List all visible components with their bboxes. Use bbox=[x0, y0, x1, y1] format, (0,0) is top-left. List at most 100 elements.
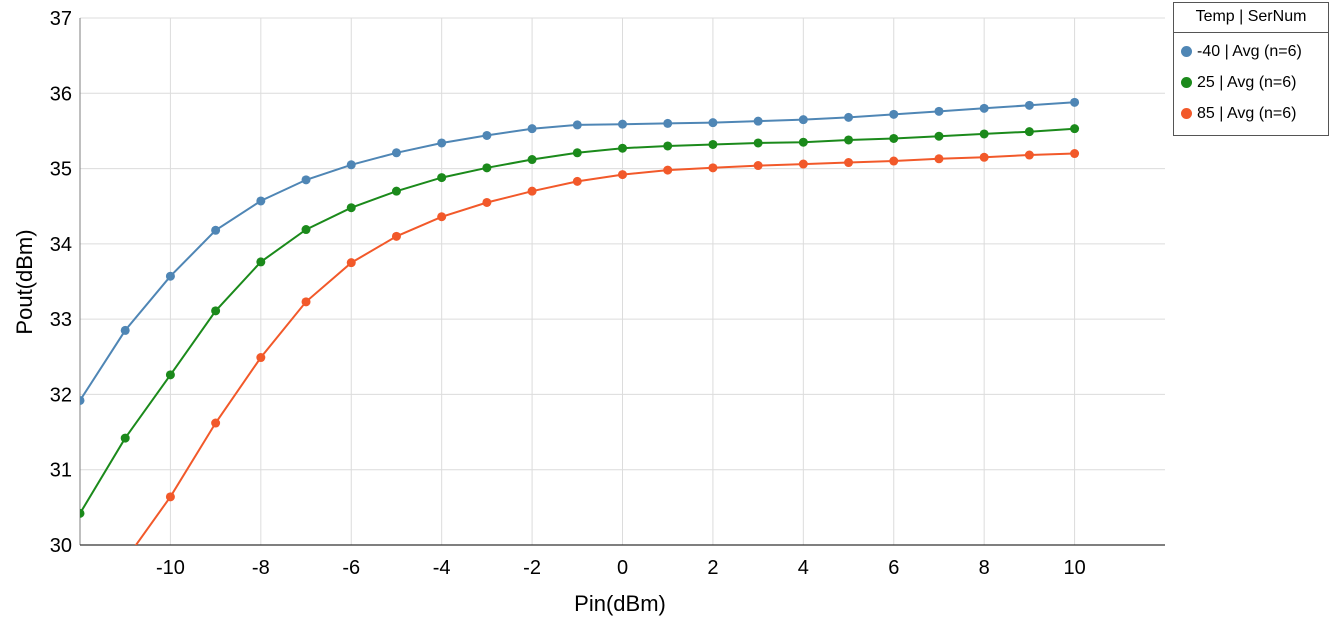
legend-label: -40 | Avg (n=6) bbox=[1197, 42, 1302, 60]
y-tick-label: 34 bbox=[50, 234, 72, 256]
data-point[interactable] bbox=[121, 556, 130, 565]
legend-item[interactable]: 25 | Avg (n=6) bbox=[1174, 67, 1328, 98]
data-point[interactable] bbox=[618, 119, 627, 129]
data-point[interactable] bbox=[346, 160, 356, 170]
data-point[interactable] bbox=[76, 616, 85, 622]
data-point[interactable] bbox=[391, 231, 401, 241]
y-tick-label: 37 bbox=[50, 8, 72, 30]
data-point[interactable] bbox=[708, 139, 718, 149]
data-point[interactable] bbox=[618, 170, 627, 180]
data-point[interactable] bbox=[934, 154, 944, 164]
data-point[interactable] bbox=[1024, 127, 1034, 137]
data-point[interactable] bbox=[1070, 149, 1080, 159]
data-point[interactable] bbox=[76, 395, 85, 405]
series-line bbox=[80, 127, 1075, 514]
data-point[interactable] bbox=[256, 353, 266, 363]
data-point[interactable] bbox=[211, 306, 221, 316]
x-tick-label: -6 bbox=[342, 557, 360, 579]
y-tick-label: 36 bbox=[50, 83, 72, 105]
legend-swatch-icon bbox=[1181, 108, 1192, 119]
series-line bbox=[134, 152, 1075, 545]
data-point[interactable] bbox=[798, 159, 808, 169]
x-tick-label: 6 bbox=[888, 557, 899, 579]
data-point[interactable] bbox=[889, 109, 899, 119]
series-1 bbox=[76, 97, 1080, 405]
data-point[interactable] bbox=[1070, 97, 1080, 107]
data-point[interactable] bbox=[120, 433, 130, 443]
data-point[interactable] bbox=[1024, 150, 1034, 160]
data-point[interactable] bbox=[798, 137, 808, 147]
data-point[interactable] bbox=[256, 196, 266, 206]
data-point[interactable] bbox=[934, 106, 944, 116]
data-point[interactable] bbox=[979, 152, 989, 162]
x-tick-label: 4 bbox=[798, 557, 809, 579]
data-point[interactable] bbox=[527, 186, 537, 196]
data-point[interactable] bbox=[572, 120, 582, 130]
legend-swatch-icon bbox=[1181, 46, 1192, 57]
data-point[interactable] bbox=[301, 175, 311, 185]
x-tick-label: 10 bbox=[1063, 557, 1085, 579]
data-point[interactable] bbox=[1070, 124, 1080, 134]
data-point[interactable] bbox=[391, 148, 401, 158]
data-point[interactable] bbox=[753, 116, 763, 126]
data-point[interactable] bbox=[979, 103, 989, 113]
legend-item[interactable]: -40 | Avg (n=6) bbox=[1174, 36, 1328, 67]
x-tick-label: -2 bbox=[523, 557, 541, 579]
data-point[interactable] bbox=[527, 155, 537, 165]
data-point[interactable] bbox=[663, 118, 673, 128]
data-point[interactable] bbox=[889, 133, 899, 143]
data-point[interactable] bbox=[889, 156, 899, 166]
series-3 bbox=[76, 149, 1080, 622]
data-point[interactable] bbox=[527, 124, 537, 134]
data-point[interactable] bbox=[708, 118, 718, 128]
data-point[interactable] bbox=[165, 370, 175, 380]
data-point[interactable] bbox=[618, 143, 627, 153]
data-point[interactable] bbox=[211, 418, 221, 428]
data-point[interactable] bbox=[437, 138, 447, 148]
data-point[interactable] bbox=[256, 257, 266, 267]
data-point[interactable] bbox=[76, 508, 85, 518]
data-point[interactable] bbox=[753, 138, 763, 148]
data-point[interactable] bbox=[301, 297, 311, 307]
data-point[interactable] bbox=[844, 158, 854, 168]
data-point[interactable] bbox=[482, 197, 492, 207]
legend-title: Temp | SerNum bbox=[1174, 3, 1328, 33]
x-tick-label: 2 bbox=[707, 557, 718, 579]
data-point[interactable] bbox=[572, 176, 582, 186]
y-tick-label: 33 bbox=[50, 309, 72, 331]
y-tick-label: 31 bbox=[50, 460, 72, 482]
data-point[interactable] bbox=[437, 173, 447, 183]
data-point[interactable] bbox=[120, 325, 130, 335]
data-point[interactable] bbox=[798, 115, 808, 125]
data-point[interactable] bbox=[211, 225, 221, 235]
data-point[interactable] bbox=[482, 163, 492, 173]
data-point[interactable] bbox=[753, 161, 763, 171]
x-tick-label: -4 bbox=[433, 557, 451, 579]
data-point[interactable] bbox=[301, 225, 311, 235]
data-point[interactable] bbox=[979, 129, 989, 139]
data-point[interactable] bbox=[165, 271, 175, 281]
data-point[interactable] bbox=[391, 186, 401, 196]
legend-label: 85 | Avg (n=6) bbox=[1197, 104, 1297, 122]
data-point[interactable] bbox=[844, 135, 854, 145]
data-point[interactable] bbox=[663, 141, 673, 151]
data-point[interactable] bbox=[844, 112, 854, 122]
data-point[interactable] bbox=[1024, 100, 1034, 110]
data-point[interactable] bbox=[572, 148, 582, 158]
x-tick-label: -8 bbox=[252, 557, 270, 579]
data-point[interactable] bbox=[346, 203, 356, 213]
data-point[interactable] bbox=[934, 131, 944, 141]
data-point[interactable] bbox=[482, 130, 492, 140]
series-line bbox=[80, 101, 1075, 402]
data-point[interactable] bbox=[165, 492, 175, 502]
data-point[interactable] bbox=[708, 163, 718, 173]
y-axis-title: Pout(dBm) bbox=[12, 229, 37, 334]
legend-item[interactable]: 85 | Avg (n=6) bbox=[1174, 98, 1328, 129]
data-point[interactable] bbox=[437, 212, 447, 222]
legend: Temp | SerNum -40 | Avg (n=6) 25 | Avg (… bbox=[1173, 2, 1329, 136]
data-point[interactable] bbox=[346, 258, 356, 268]
y-tick-label: 30 bbox=[50, 535, 72, 557]
axes bbox=[79, 18, 1165, 546]
data-point[interactable] bbox=[663, 165, 673, 175]
y-tick-label: 32 bbox=[50, 384, 72, 406]
